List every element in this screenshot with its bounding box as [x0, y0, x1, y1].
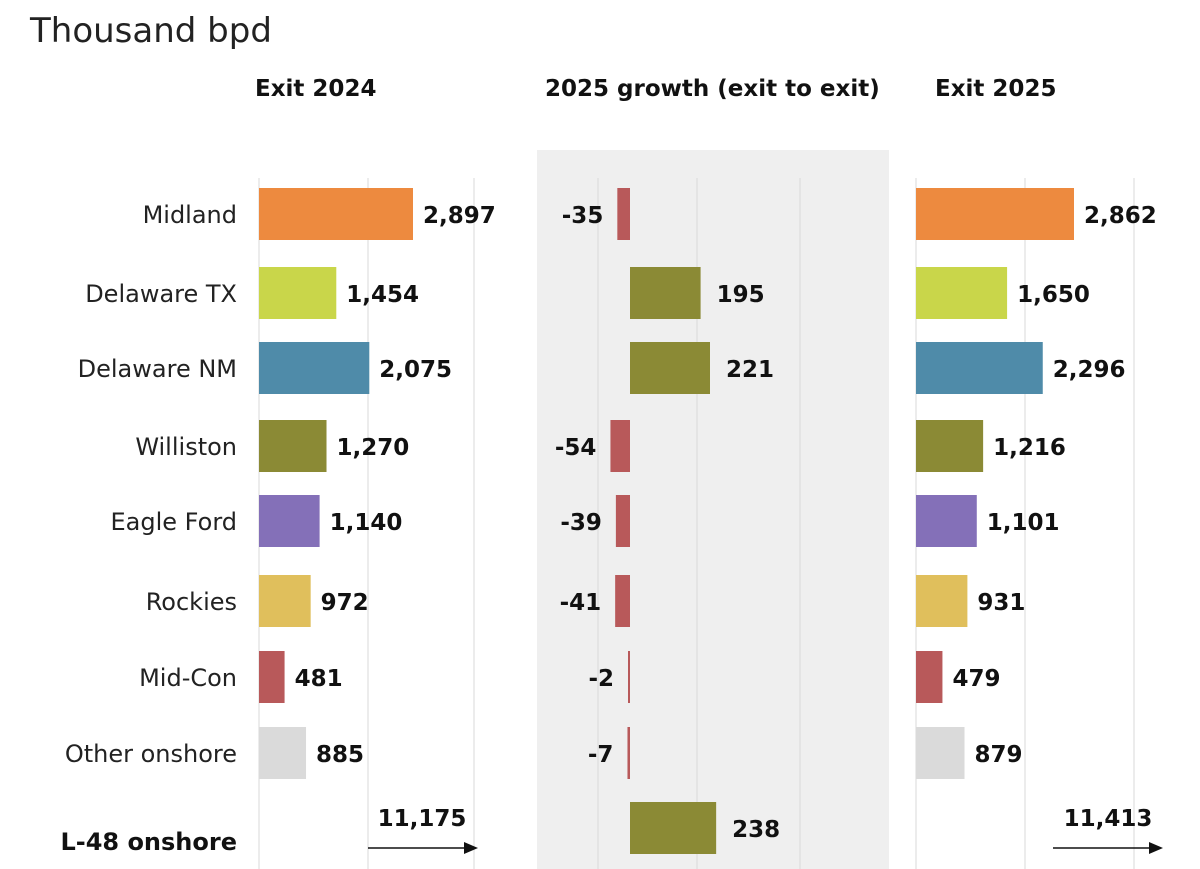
- category-label-delaware-nm: Delaware NM: [78, 355, 237, 383]
- bar-exit2025-mid-con: [916, 651, 943, 703]
- category-labels: Midland Delaware TX Delaware NM Williston Ea…: [60, 201, 237, 856]
- value-label-growth2025-midland: -35: [562, 203, 604, 229]
- value-label-exit2024-mid-con: 481: [295, 666, 343, 692]
- bar-exit2024-other-onshore: [259, 727, 307, 779]
- value-label-growth2025-rockies: -41: [560, 590, 602, 616]
- total-arrow-head-exit2024: [464, 842, 478, 854]
- chart-title: Thousand bpd: [29, 11, 272, 51]
- value-label-exit2024-williston: 1,270: [337, 435, 410, 461]
- bar-exit2024-delaware-nm: [259, 342, 370, 394]
- category-label-eagle-ford: Eagle Ford: [111, 508, 237, 536]
- value-label-exit2025-other-onshore: 879: [975, 742, 1023, 768]
- category-label-williston: Williston: [135, 433, 237, 461]
- bar-growth2025-total: [630, 802, 717, 854]
- bar-growth2025-other-onshore: [627, 727, 630, 779]
- value-label-exit2025-williston: 1,216: [993, 435, 1066, 461]
- value-label-exit2024-total: 11,175: [378, 806, 467, 832]
- totals: 11,175 238 11,413: [368, 802, 1163, 854]
- value-label-exit2024-rockies: 972: [321, 590, 369, 616]
- bar-growth2025-eagle-ford: [615, 495, 630, 547]
- value-label-exit2025-midland: 2,862: [1084, 203, 1157, 229]
- value-label-growth2025-eagle-ford: -39: [560, 510, 602, 536]
- value-label-exit2025-rockies: 931: [977, 590, 1025, 616]
- value-label-exit2025-delaware-tx: 1,650: [1017, 282, 1090, 308]
- value-label-exit2024-midland: 2,897: [423, 203, 496, 229]
- bar-exit2025-delaware-nm: [916, 342, 1043, 394]
- bar-exit2024-eagle-ford: [259, 495, 320, 547]
- bar-exit2025-williston: [916, 420, 984, 472]
- panel-title-exit-2025: Exit 2025: [935, 76, 1056, 102]
- bar-growth2025-delaware-nm: [630, 342, 710, 394]
- category-label-delaware-tx: Delaware TX: [85, 280, 237, 308]
- value-label-exit2025-eagle-ford: 1,101: [987, 510, 1060, 536]
- bar-exit2024-delaware-tx: [259, 267, 337, 319]
- growth-panel-background: [537, 150, 889, 869]
- bar-exit2025-delaware-tx: [916, 267, 1008, 319]
- value-label-growth2025-other-onshore: -7: [588, 742, 614, 768]
- bar-growth2025-mid-con: [628, 651, 630, 703]
- bar-growth2025-williston: [610, 420, 630, 472]
- bar-exit2025-rockies: [916, 575, 968, 627]
- category-label-rockies: Rockies: [146, 588, 237, 616]
- value-label-exit2025-delaware-nm: 2,296: [1053, 357, 1126, 383]
- value-label-exit2024-other-onshore: 885: [316, 742, 364, 768]
- value-label-growth2025-delaware-nm: 221: [726, 357, 774, 383]
- value-label-growth2025-delaware-tx: 195: [717, 282, 765, 308]
- value-label-exit2025-total: 11,413: [1064, 806, 1153, 832]
- bar-exit2025-midland: [916, 188, 1074, 240]
- value-labels: 2,897 1,454 2,075 1,270 1,140 972 481 885 -35 195…: [295, 203, 1157, 768]
- total-arrow-head-exit2025: [1149, 842, 1163, 854]
- category-label-l-48-onshore: L-48 onshore: [60, 828, 237, 856]
- category-label-other-onshore: Other onshore: [65, 740, 237, 768]
- bar-exit2024-midland: [259, 188, 413, 240]
- value-label-growth2025-mid-con: -2: [588, 666, 614, 692]
- category-label-midland: Midland: [143, 201, 237, 229]
- bars: [259, 188, 1074, 779]
- bar-growth2025-delaware-tx: [630, 267, 701, 319]
- value-label-growth2025-williston: -54: [555, 435, 597, 461]
- bar-exit2025-eagle-ford: [916, 495, 977, 547]
- bar-exit2024-mid-con: [259, 651, 285, 703]
- value-label-exit2025-mid-con: 479: [952, 666, 1000, 692]
- category-label-mid-con: Mid-Con: [139, 664, 237, 692]
- bar-growth2025-rockies: [615, 575, 630, 627]
- value-label-exit2024-delaware-nm: 2,075: [379, 357, 452, 383]
- bar-exit2025-other-onshore: [916, 727, 965, 779]
- value-label-growth2025-total: 238: [732, 817, 780, 843]
- bar-exit2024-rockies: [259, 575, 311, 627]
- bar-growth2025-midland: [617, 188, 630, 240]
- panel-title-growth-2025: 2025 growth (exit to exit): [545, 76, 880, 102]
- panel-title-exit-2024: Exit 2024: [255, 76, 376, 102]
- value-label-exit2024-delaware-tx: 1,454: [346, 282, 419, 308]
- value-label-exit2024-eagle-ford: 1,140: [330, 510, 403, 536]
- bar-exit2024-williston: [259, 420, 327, 472]
